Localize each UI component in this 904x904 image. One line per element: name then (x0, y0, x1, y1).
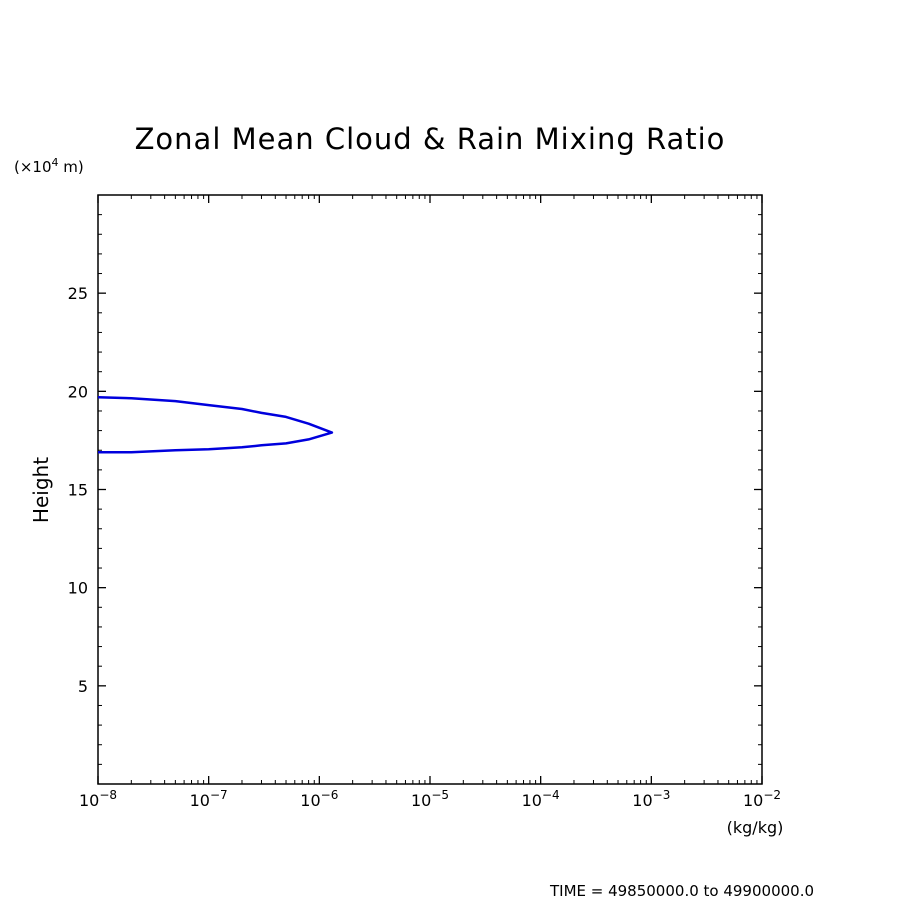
x-tick-label-base: 10 (79, 791, 99, 810)
x-tick-label: 10−3 (632, 788, 670, 810)
x-tick-label-exp: −6 (321, 788, 339, 802)
x-tick-label-base: 10 (190, 791, 210, 810)
y-tick-labels: 5 10 15 20 25 (68, 284, 88, 696)
x-tick-label-base: 10 (522, 791, 542, 810)
y-axis-label: Height (29, 457, 53, 523)
x-tick-label-base: 10 (411, 791, 431, 810)
x-tick-label-exp: −3 (653, 788, 671, 802)
x-tick-label-exp: −2 (763, 788, 781, 802)
x-tick-label: 10−2 (743, 788, 781, 810)
minor-ticks (98, 195, 762, 784)
y-tick-label: 10 (68, 579, 88, 598)
plot-frame (97, 194, 763, 785)
y-tick-label: 25 (68, 284, 88, 303)
x-tick-label: 10−4 (522, 788, 560, 810)
y-unit-exp: 4 (52, 156, 59, 169)
x-tick-label-base: 10 (743, 791, 763, 810)
x-tick-label-exp: −7 (210, 788, 228, 802)
y-unit-label: (×104 m) (14, 156, 84, 176)
chart-title: Zonal Mean Cloud & Rain Mixing Ratio (135, 122, 726, 156)
y-tick-label: 5 (78, 677, 88, 696)
x-tick-label: 10−5 (411, 788, 449, 810)
time-range-text: TIME = 49850000.0 to 49900000.0 (549, 882, 814, 900)
y-unit-prefix: (×10 (14, 158, 52, 176)
x-tick-label: 10−8 (79, 788, 117, 810)
x-tick-label: 10−6 (300, 788, 338, 810)
major-ticks (97, 195, 763, 784)
x-tick-label-exp: −5 (431, 788, 449, 802)
y-tick-label: 20 (68, 382, 88, 401)
series-line (97, 395, 334, 454)
x-tick-labels: 10−8 10−7 10−6 10−5 10−4 10−3 10−2 (79, 788, 781, 810)
y-unit-suffix: m) (59, 158, 84, 176)
x-tick-label-exp: −8 (99, 788, 117, 802)
y-tick-label: 15 (68, 481, 88, 500)
x-tick-label: 10−7 (190, 788, 228, 810)
x-axis-label: (kg/kg) (727, 818, 784, 837)
x-tick-label-base: 10 (632, 791, 652, 810)
x-tick-label-base: 10 (300, 791, 320, 810)
x-tick-label-exp: −4 (542, 788, 560, 802)
